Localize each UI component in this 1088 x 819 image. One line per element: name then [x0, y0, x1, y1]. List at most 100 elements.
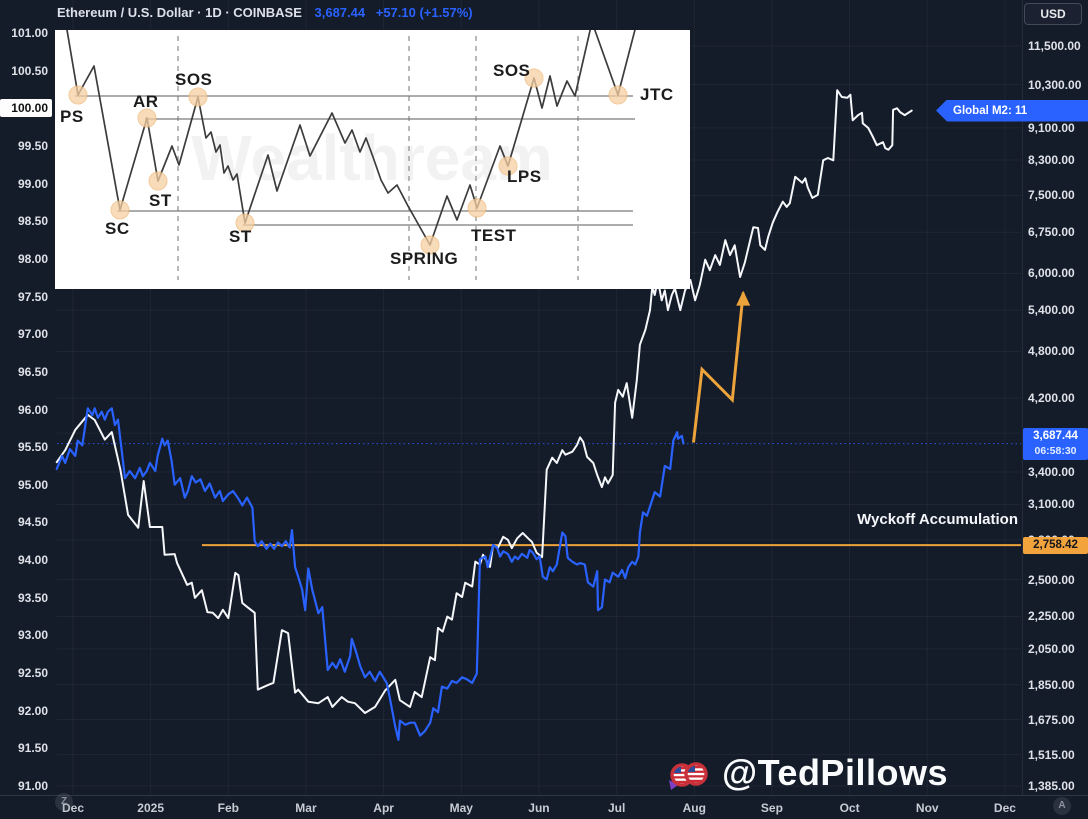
time-axis-label: Dec	[993, 801, 1016, 815]
wyckoff-schematic-inset: Wealthream PS SC AR ST SOS ST SPRING TEST LPS SOS J…	[55, 30, 690, 289]
left-axis-tick: 95.50	[17, 440, 48, 455]
schematic-event-marker	[137, 108, 157, 128]
schematic-event-marker	[608, 85, 628, 105]
currency-toggle-button[interactable]: USD	[1024, 3, 1082, 25]
right-axis-tick: 5,400.00	[1028, 303, 1075, 318]
corner-chip-a[interactable]: A	[1053, 797, 1071, 815]
schematic-label-test: TEST	[471, 226, 517, 245]
left-axis-tick: 100.50	[11, 63, 48, 78]
left-axis-tick: 92.00	[17, 703, 48, 718]
time-axis-label: Dec	[61, 801, 85, 815]
schematic-label-sos: SOS	[175, 70, 212, 89]
right-axis-tick: 10,300.00	[1028, 77, 1082, 92]
flag-glasses-logo	[669, 762, 708, 790]
left-axis-tick: 91.50	[17, 741, 48, 756]
schematic-label-lps: LPS	[507, 167, 542, 186]
right-axis-tick: 2,050.00	[1028, 641, 1075, 656]
right-axis-tick: 11,500.00	[1028, 39, 1081, 53]
schematic-event-marker	[420, 235, 440, 255]
right-axis-tick: 4,800.00	[1028, 344, 1075, 359]
schematic-label-ar: AR	[133, 92, 159, 111]
time-axis-separator	[0, 795, 1088, 796]
left-axis-tick: 98.50	[17, 214, 48, 229]
left-axis-tick: 96.00	[17, 402, 48, 417]
left-axis-tick: 101.50	[0, 0, 48, 2]
time-axis-label: Nov	[915, 801, 939, 815]
left-axis-tick: 94.00	[17, 553, 48, 568]
schematic-event-marker	[467, 198, 487, 218]
schematic-event-marker	[235, 213, 255, 233]
right-axis-tick: 2,250.00	[1028, 609, 1075, 624]
eth-price-badge-value: 3,687.44	[1033, 429, 1078, 442]
time-axis-label: Jun	[528, 801, 550, 815]
right-axis-tick: 3,100.00	[1028, 497, 1075, 512]
schematic-label-sos: SOS	[493, 61, 530, 80]
left-axis-tick: 99.50	[17, 138, 48, 153]
schematic-event-marker	[498, 156, 518, 176]
global-m2-line[interactable]	[55, 89, 913, 714]
left-axis-tick: 97.00	[17, 327, 48, 342]
time-axis-label: Apr	[373, 801, 394, 815]
left-axis-tick: 92.50	[17, 666, 48, 681]
right-axis-tick: 9,100.00	[1028, 120, 1075, 135]
time-axis-label: Feb	[217, 801, 239, 815]
time-axis-label: Sep	[760, 801, 783, 815]
schematic-event-marker	[148, 171, 168, 191]
last-price-value: 3,687.44	[314, 5, 366, 20]
eth-price-badge: 3,687.44 06:58:30	[1023, 427, 1088, 460]
left-axis-tick: 101.00	[11, 26, 48, 40]
left-axis-tick: 97.50	[17, 289, 48, 304]
time-axis-label: 2025	[137, 801, 165, 815]
eth-price-line[interactable]	[55, 407, 685, 742]
left-axis-tick: 93.50	[17, 590, 48, 605]
wyckoff-level-badge: 2,758.42	[1023, 536, 1088, 554]
schematic-event-marker	[524, 68, 544, 88]
schematic-event-marker	[68, 85, 88, 105]
right-axis-tick: 6,750.00	[1028, 225, 1075, 240]
left-axis-tick: 93.00	[17, 628, 48, 643]
schematic-event-marker	[110, 200, 130, 220]
inset-watermark: Wealthream	[191, 122, 553, 194]
author-watermark: @TedPillows	[666, 752, 948, 794]
schematic-label-st: ST	[229, 227, 252, 246]
symbol-title[interactable]: Ethereum / U.S. Dollar · 1D · COINBASE	[57, 5, 302, 20]
projection-arrow[interactable]	[692, 292, 745, 443]
projection-arrowhead	[736, 290, 751, 306]
candle-countdown: 06:58:30	[1034, 444, 1077, 457]
time-axis-label: May	[449, 801, 473, 815]
left-axis-tick: 98.00	[17, 251, 48, 266]
right-axis-tick: 6,000.00	[1028, 266, 1075, 281]
time-axis-label: Mar	[295, 801, 317, 815]
schematic-label-jtc: JTC	[640, 85, 674, 104]
schematic-label-ps: PS	[60, 107, 84, 126]
right-axis-tick: 1,850.00	[1028, 677, 1075, 692]
right-axis-tick: 8,300.00	[1028, 153, 1075, 167]
time-axis-label: Aug	[682, 801, 706, 815]
time-axis-label: Jul	[607, 801, 626, 815]
m2-current-value-badge: 100.00	[0, 99, 52, 118]
watermark-handle: @TedPillows	[722, 752, 948, 793]
left-axis-tick: 99.00	[17, 176, 48, 191]
left-axis-tick: 91.00	[17, 779, 48, 793]
schematic-label-st: ST	[149, 191, 172, 210]
right-axis-tick: 4,200.00	[1028, 391, 1075, 406]
right-axis-tick: 1,515.00	[1028, 747, 1075, 762]
corner-chip-z[interactable]: Z	[55, 793, 73, 811]
left-axis-tick: 96.50	[17, 364, 48, 379]
chart-legend: Ethereum / U.S. Dollar · 1D · COINBASE 3…	[57, 5, 473, 20]
schematic-label-sc: SC	[105, 219, 130, 238]
right-axis-tick: 1,675.00	[1028, 712, 1075, 727]
right-axis-tick: 7,500.00	[1028, 188, 1075, 203]
time-axis-label: Oct	[839, 801, 860, 815]
left-axis-tick: 95.00	[17, 477, 48, 492]
schematic-event-marker	[188, 87, 208, 107]
global-m2-label-badge: Global M2: 11	[936, 99, 1088, 122]
left-axis-tick: 94.50	[17, 515, 48, 530]
right-axis-separator	[1022, 0, 1023, 795]
right-axis-tick: 3,400.00	[1028, 465, 1075, 480]
schematic-label-spring: SPRING	[390, 249, 458, 268]
price-change-value: +57.10 (+1.57%)	[375, 5, 473, 20]
right-axis-tick: 2,500.00	[1028, 572, 1075, 587]
wyckoff-accumulation-label: Wyckoff Accumulation	[857, 511, 1018, 528]
